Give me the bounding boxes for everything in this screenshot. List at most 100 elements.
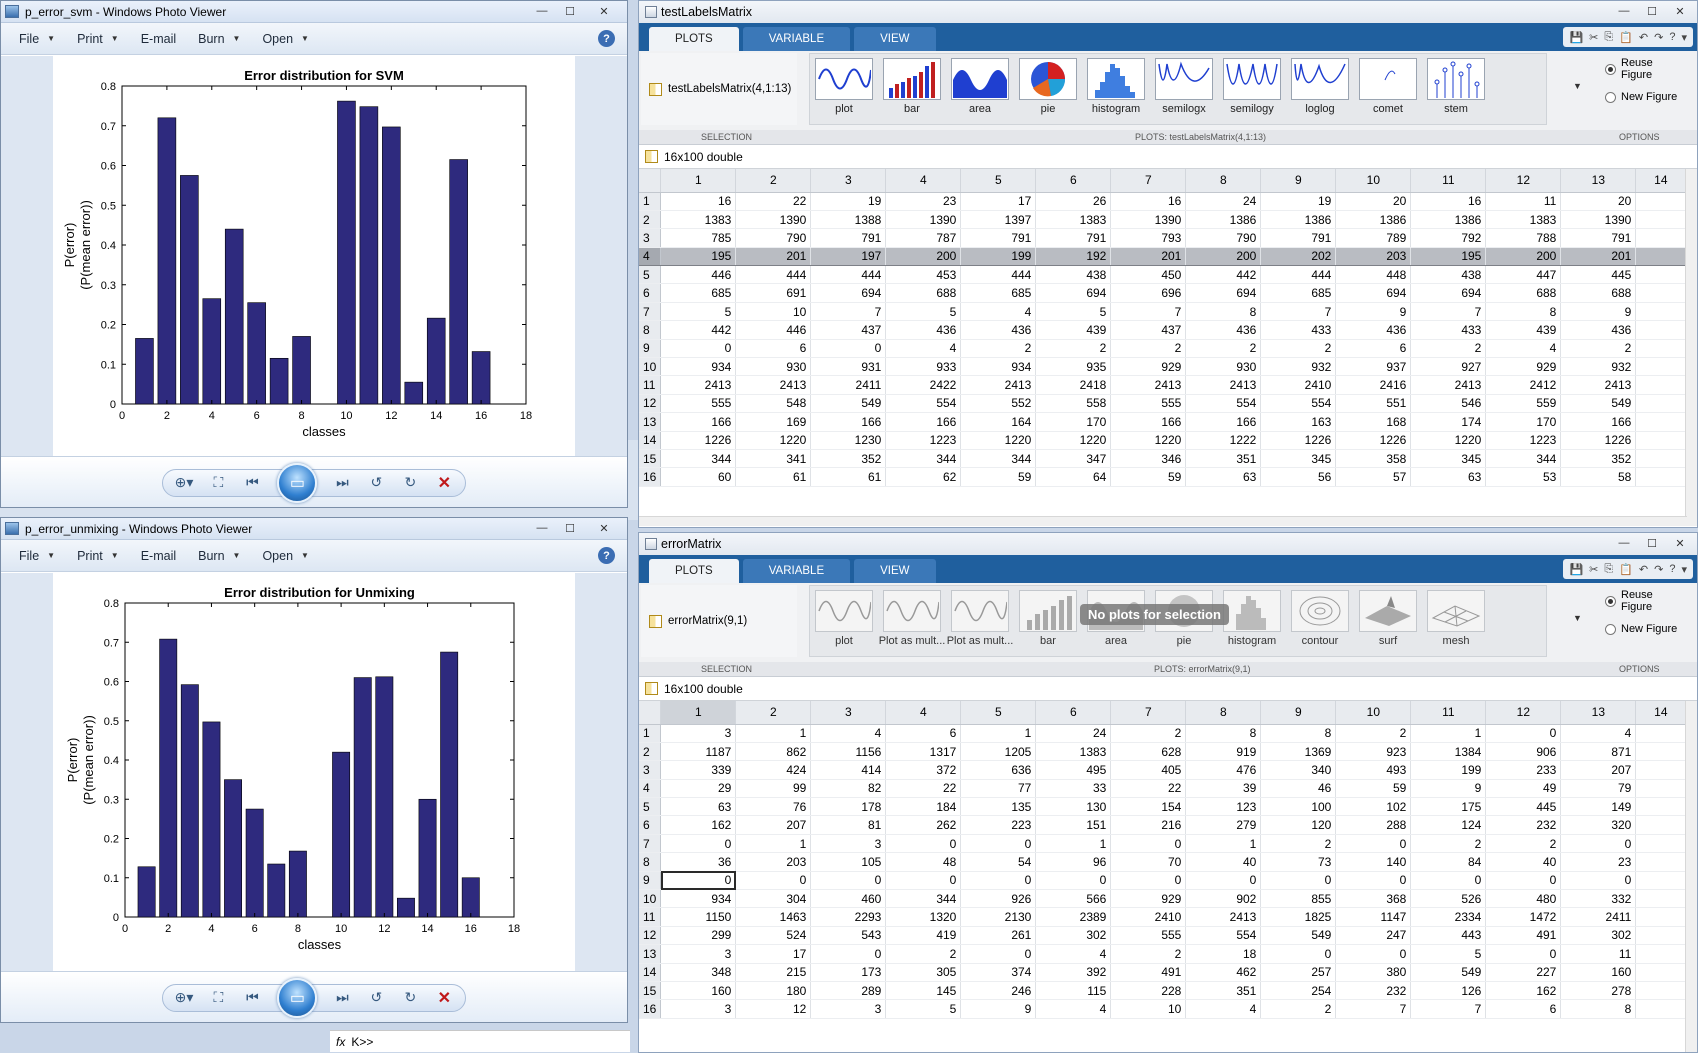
table-cell[interactable]: 555 — [660, 394, 737, 414]
table-cell[interactable]: 444 — [960, 265, 1037, 285]
table-cell[interactable]: 70 — [1110, 852, 1187, 872]
table-cell[interactable] — [1635, 449, 1687, 469]
table-cell[interactable]: 1 — [960, 724, 1037, 743]
table-cell[interactable]: 358 — [1335, 449, 1412, 469]
corner-cell[interactable] — [639, 169, 662, 193]
table-cell[interactable]: 2 — [1260, 339, 1337, 359]
table-cell[interactable]: 405 — [1110, 760, 1187, 780]
tab-variable[interactable]: VARIABLE — [742, 27, 851, 51]
table-cell[interactable]: 0 — [1110, 871, 1187, 891]
table-cell[interactable]: 164 — [960, 412, 1037, 432]
table-cell[interactable]: 549 — [1410, 963, 1487, 982]
plot-gallery-item[interactable]: plot — [814, 590, 874, 647]
table-cell[interactable]: 36 — [660, 852, 737, 872]
table-cell[interactable]: 0 — [1335, 871, 1412, 891]
command-window-prompt[interactable]: fx K>> — [330, 1030, 630, 1052]
table-cell[interactable]: 2413 — [1185, 375, 1262, 395]
table-cell[interactable]: 60 — [660, 467, 737, 487]
row-header[interactable]: 15 — [639, 449, 662, 469]
table-cell[interactable]: 1383 — [1035, 210, 1112, 230]
help-icon[interactable]: ? — [1669, 563, 1676, 575]
vertical-scrollbar[interactable] — [1685, 701, 1697, 1052]
column-header[interactable]: 10 — [1335, 701, 1412, 725]
table-cell[interactable]: 491 — [1110, 963, 1187, 982]
maximize-button[interactable]: ☐ — [565, 522, 575, 535]
table-cell[interactable]: 0 — [810, 871, 887, 891]
table-cell[interactable]: 937 — [1335, 357, 1412, 377]
table-cell[interactable]: 7 — [1260, 302, 1337, 322]
table-cell[interactable]: 554 — [885, 394, 962, 414]
table-cell[interactable]: 123 — [1185, 797, 1262, 817]
table-cell[interactable]: 10 — [1110, 999, 1187, 1019]
table-cell[interactable]: 197 — [810, 246, 887, 267]
table-cell[interactable]: 1320 — [885, 907, 962, 927]
column-header[interactable]: 2 — [735, 701, 812, 725]
table-cell[interactable]: 200 — [1185, 246, 1262, 267]
table-cell[interactable] — [1635, 283, 1687, 303]
table-cell[interactable] — [1635, 431, 1687, 450]
table-cell[interactable]: 99 — [735, 779, 812, 799]
table-cell[interactable]: 8 — [1560, 999, 1637, 1019]
copy-icon[interactable]: ⎘ — [1604, 562, 1614, 575]
table-cell[interactable]: 54 — [960, 852, 1037, 872]
table-cell[interactable]: 2413 — [735, 375, 812, 395]
plot-gallery-item[interactable]: surf — [1358, 590, 1418, 647]
table-cell[interactable]: 64 — [1035, 467, 1112, 487]
table-cell[interactable]: 0 — [1335, 944, 1412, 964]
table-cell[interactable]: 5 — [885, 999, 962, 1019]
table-cell[interactable]: 299 — [660, 926, 737, 946]
table-cell[interactable]: 436 — [1560, 320, 1637, 340]
column-header[interactable]: 8 — [1185, 701, 1262, 725]
table-cell[interactable]: 61 — [810, 467, 887, 487]
table-cell[interactable]: 2 — [1260, 999, 1337, 1019]
table-cell[interactable]: 48 — [885, 852, 962, 872]
save-icon[interactable]: 💾 — [1569, 31, 1584, 44]
table-cell[interactable]: 160 — [660, 981, 737, 1001]
table-cell[interactable]: 554 — [1185, 394, 1262, 414]
table-cell[interactable]: 1 — [735, 724, 812, 743]
table-cell[interactable]: 233 — [1485, 760, 1562, 780]
table-cell[interactable]: 23 — [885, 192, 962, 211]
table-cell[interactable]: 1317 — [885, 742, 962, 762]
table-cell[interactable]: 1187 — [660, 742, 737, 762]
table-cell[interactable] — [1635, 907, 1687, 927]
row-header[interactable]: 2 — [639, 210, 662, 230]
table-cell[interactable]: 184 — [885, 797, 962, 817]
row-header[interactable]: 6 — [639, 815, 662, 835]
table-cell[interactable]: 2 — [960, 339, 1037, 359]
slideshow-icon[interactable]: ▭ — [277, 977, 318, 1018]
table-cell[interactable]: 58 — [1560, 467, 1637, 487]
horizontal-scrollbar[interactable] — [639, 516, 1687, 526]
expand-icon[interactable]: ▾ — [1681, 563, 1687, 576]
table-cell[interactable]: 549 — [810, 394, 887, 414]
table-cell[interactable]: 63 — [660, 797, 737, 817]
table-cell[interactable]: 1384 — [1410, 742, 1487, 762]
table-cell[interactable]: 785 — [660, 228, 737, 248]
table-cell[interactable]: 23 — [1560, 852, 1637, 872]
table-cell[interactable]: 166 — [660, 412, 737, 432]
table-cell[interactable]: 4 — [810, 724, 887, 743]
table-cell[interactable]: 448 — [1335, 265, 1412, 285]
table-cell[interactable]: 100 — [1260, 797, 1337, 817]
table-cell[interactable]: 344 — [1485, 449, 1562, 469]
table-cell[interactable]: 2422 — [885, 375, 962, 395]
table-cell[interactable]: 0 — [660, 834, 737, 854]
save-icon[interactable]: 💾 — [1569, 563, 1584, 576]
column-header[interactable]: 11 — [1410, 701, 1487, 725]
table-cell[interactable]: 17 — [735, 944, 812, 964]
table-cell[interactable]: 1226 — [660, 431, 737, 450]
table-cell[interactable]: 0 — [735, 871, 812, 891]
table-cell[interactable]: 346 — [1110, 449, 1187, 469]
table-cell[interactable]: 7 — [1110, 302, 1187, 322]
delete-icon[interactable]: ✕ — [437, 474, 452, 492]
table-cell[interactable]: 929 — [1110, 889, 1187, 909]
table-cell[interactable]: 22 — [735, 192, 812, 211]
table-cell[interactable]: 26 — [1035, 192, 1112, 211]
table-cell[interactable]: 1220 — [1410, 431, 1487, 450]
table-cell[interactable]: 1 — [1185, 834, 1262, 854]
table-cell[interactable]: 2413 — [660, 375, 737, 395]
table-cell[interactable]: 433 — [1410, 320, 1487, 340]
table-cell[interactable]: 685 — [960, 283, 1037, 303]
table-cell[interactable]: 1390 — [1110, 210, 1187, 230]
table-cell[interactable] — [1635, 834, 1687, 854]
